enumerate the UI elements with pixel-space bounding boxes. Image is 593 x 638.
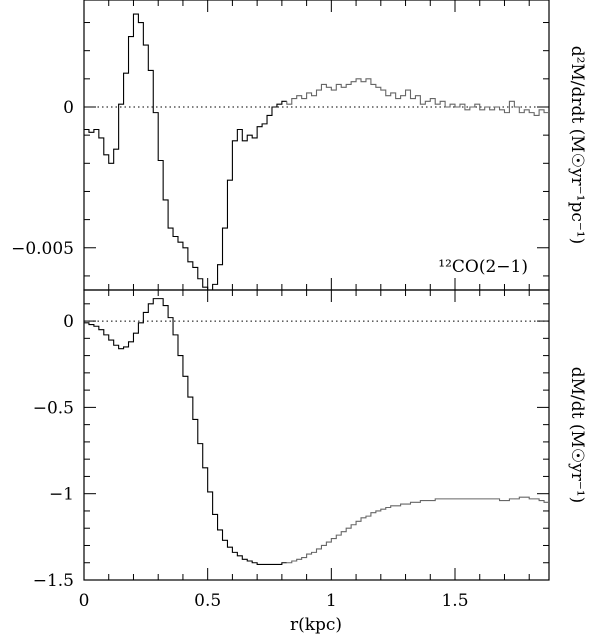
top-annotation: ¹²CO(2−1) [438,257,528,277]
x-tick-label: 0.5 [194,591,221,611]
y-tick-label: −1.5 [33,571,74,591]
bottom-tick-labels: 0−0.5−1−1.50 0.5 1 1.5 [33,312,469,611]
top-panel-frame [83,0,550,291]
y-tick-label: −0.005 [11,239,74,259]
top-ticks [83,0,549,290]
x-axis-label: r(kpc) [290,615,342,635]
bottom-panel-frame [83,289,550,581]
bottom-ticks [83,290,549,581]
top-y-axis-label: d²M/drdt (M☉yr⁻¹pc⁻¹) [567,46,587,245]
x-tick-label: 1.5 [441,591,468,611]
top-series-line-gray [286,78,549,116]
top-series-line [84,13,287,291]
bottom-series-line-gray [286,496,549,564]
x-tick-label: 1 [326,591,337,611]
top-panel: 0 −0.005 ¹²CO(2−1) d²M/drdt (M☉yr⁻¹pc⁻¹) [11,0,587,291]
y-tick-label: 0 [63,98,74,118]
bottom-series-line [84,298,287,566]
y-tick-label: −0.5 [33,398,74,418]
y-tick-label: −1 [49,485,74,505]
y-tick-label: 0 [63,312,74,332]
x-tick-label: 0 [79,591,90,611]
bottom-panel: 0−0.5−1−1.50 0.5 1 1.5 dM/dt (M☉yr⁻¹) r(kpc… [33,289,587,635]
top-tick-labels: 0 −0.005 [11,98,74,259]
bottom-y-axis-label: dM/dt (M☉yr⁻¹) [567,367,587,504]
